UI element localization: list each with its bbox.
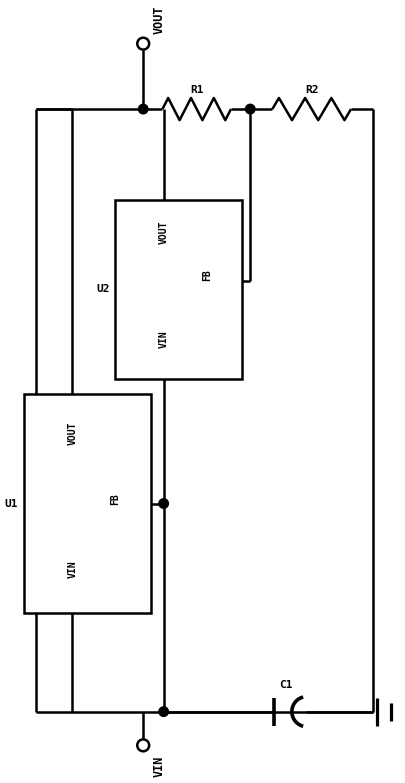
Text: VOUT: VOUT — [68, 422, 77, 446]
Circle shape — [159, 707, 168, 716]
Text: VOUT: VOUT — [159, 221, 168, 244]
Circle shape — [159, 499, 168, 508]
Text: VIN: VIN — [159, 330, 168, 348]
Circle shape — [245, 104, 255, 114]
Text: U2: U2 — [96, 284, 109, 294]
Text: R1: R1 — [190, 85, 203, 96]
Bar — [24, 395, 151, 612]
Bar — [115, 200, 242, 379]
Text: VOUT: VOUT — [153, 5, 166, 34]
Text: C1: C1 — [279, 680, 293, 690]
Text: U1: U1 — [5, 499, 18, 508]
Text: VIN: VIN — [153, 756, 166, 777]
Text: FB: FB — [202, 269, 212, 281]
Text: VIN: VIN — [68, 560, 77, 578]
Text: FB: FB — [111, 493, 121, 505]
Circle shape — [139, 104, 148, 114]
Text: R2: R2 — [305, 85, 318, 96]
